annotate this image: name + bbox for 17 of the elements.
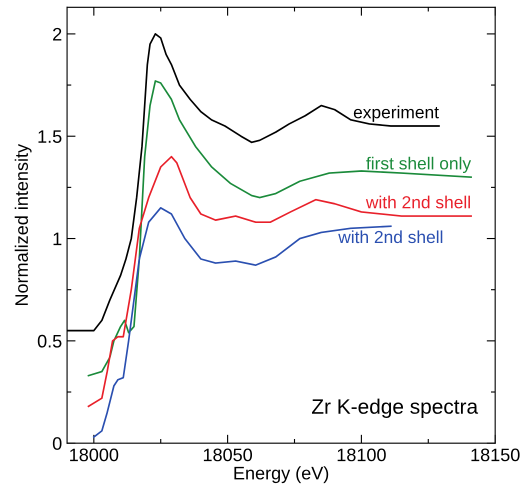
series-label: with 2nd shell [366,196,470,208]
annotation: Zr K-edge spectra [312,398,478,418]
x-tick-label: 18100 [338,448,386,462]
line-series [88,80,472,376]
series-label: with 2nd shell [338,230,442,244]
y-axis-title: Normalized intensity [14,144,32,306]
series-label: first shell only [366,156,472,173]
x-tick-label: 18000 [70,448,118,462]
y-tick-label: 1 [54,232,62,246]
y-tick-label: 1.5 [38,130,62,143]
y-tick-label: 0.5 [38,334,62,348]
x-axis-title: Energy (eV) [234,466,328,484]
x-tick-label: 18150 [471,448,520,462]
series-label: experiment [354,106,439,122]
y-tick-label: 0 [52,437,62,450]
x-tick-label: 18050 [204,448,252,462]
y-tick-label: 2 [53,28,62,40]
